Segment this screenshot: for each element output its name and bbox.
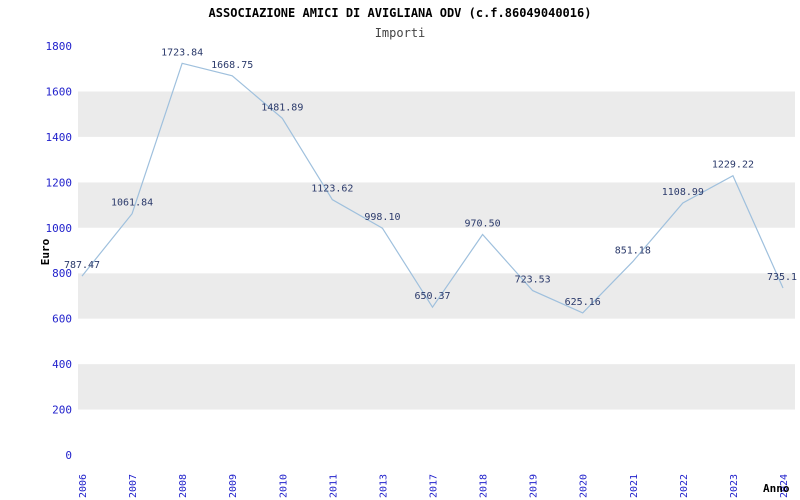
data-point-label: 787.47 xyxy=(64,260,100,271)
y-tick-label: 0 xyxy=(65,449,72,462)
x-tick-label: 2010 xyxy=(278,474,289,498)
chart-subtitle: Importi xyxy=(374,26,426,40)
x-tick-label: 2008 xyxy=(178,474,189,498)
data-point-label: 735.1 xyxy=(767,272,797,283)
y-tick-label: 1800 xyxy=(46,40,73,53)
data-point-label: 970.50 xyxy=(465,218,501,229)
y-axis-title: Euro xyxy=(39,238,52,265)
y-tick-label: 1600 xyxy=(46,85,73,98)
data-point-label: 1668.75 xyxy=(211,60,253,71)
data-point-label: 1061.84 xyxy=(111,198,153,209)
data-point-label: 1723.84 xyxy=(161,47,203,58)
y-tick-label: 400 xyxy=(52,358,72,371)
x-tick-label: 2011 xyxy=(328,474,339,498)
x-axis-title: Anno xyxy=(763,482,790,495)
chart-title: ASSOCIAZIONE AMICI DI AVIGLIANA ODV (c.f… xyxy=(208,6,592,20)
x-tick-label: 2017 xyxy=(429,474,440,498)
data-point-label: 650.37 xyxy=(414,291,450,302)
x-tick-label: 2013 xyxy=(378,474,389,498)
data-point-label: 998.10 xyxy=(364,212,400,223)
y-tick-label: 1000 xyxy=(46,222,73,235)
data-line xyxy=(81,62,784,314)
data-point-label: 1481.89 xyxy=(261,102,303,113)
x-tick-label: 2009 xyxy=(228,474,239,498)
x-tick-label: 2007 xyxy=(128,474,139,498)
plot-band xyxy=(78,182,795,228)
x-tick-label: 2018 xyxy=(479,474,490,498)
x-tick-label: 2021 xyxy=(629,474,640,498)
y-tick-label: 1200 xyxy=(46,176,73,189)
y-tick-label: 800 xyxy=(52,267,72,280)
y-tick-label: 200 xyxy=(52,404,72,417)
x-tick-label: 2024 xyxy=(779,474,790,498)
x-tick-label: 2023 xyxy=(729,474,740,498)
data-point-label: 723.53 xyxy=(515,275,551,286)
plot-band xyxy=(78,227,795,274)
x-tick-label: 2019 xyxy=(529,474,540,498)
data-point-label: 1229.22 xyxy=(712,160,754,171)
y-tick-label: 1400 xyxy=(46,131,73,144)
data-point-label: 625.16 xyxy=(565,297,601,308)
plot-band xyxy=(78,91,795,137)
plot-band xyxy=(78,273,795,319)
plot-band xyxy=(78,364,795,410)
x-tick-label: 2006 xyxy=(78,474,89,498)
y-tick-label: 600 xyxy=(52,313,72,326)
plot-band xyxy=(78,136,795,183)
plot-band xyxy=(78,46,795,92)
data-point-label: 1123.62 xyxy=(311,184,353,195)
data-point-label: 851.18 xyxy=(615,246,651,257)
x-tick-label: 2022 xyxy=(679,474,690,498)
data-point-label: 1108.99 xyxy=(662,187,704,198)
plot-band xyxy=(78,318,795,365)
x-tick-label: 2020 xyxy=(579,474,590,498)
plot-band xyxy=(78,409,795,455)
